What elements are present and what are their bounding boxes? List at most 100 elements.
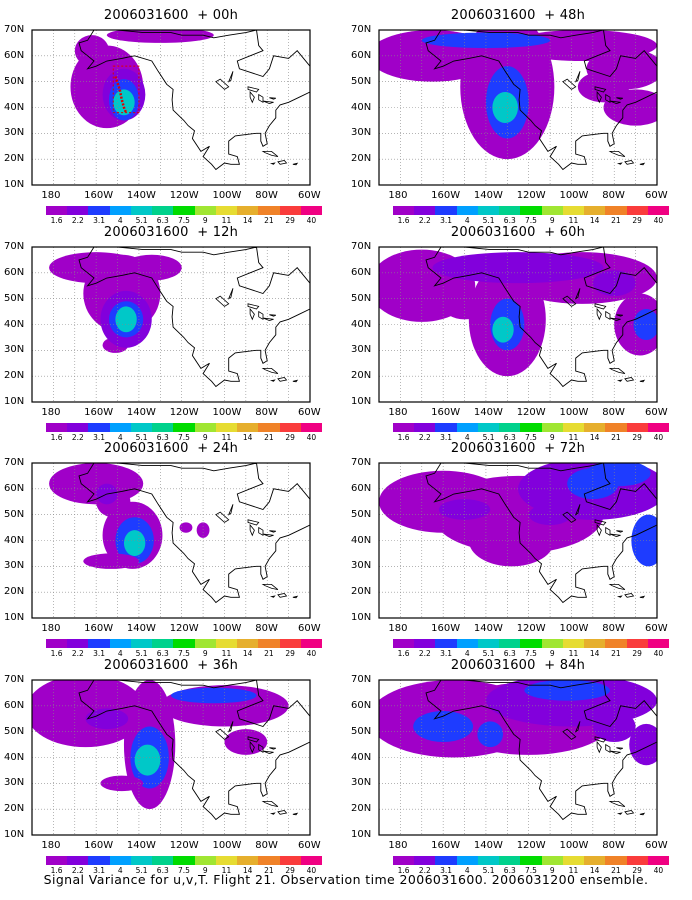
colorbar-label: 3.1	[440, 216, 453, 225]
colorbar-label: 40	[653, 433, 664, 442]
colorbar-swatch	[258, 856, 280, 865]
colorbar-swatch	[194, 856, 216, 865]
coastline	[562, 728, 577, 740]
colorbar-swatch	[194, 423, 216, 432]
coastline	[78, 463, 310, 604]
lat-tick-label: 70N	[351, 457, 372, 468]
lat-tick-label: 20N	[351, 586, 372, 598]
coastline	[608, 151, 626, 157]
lat-tick-label: 40N	[4, 318, 25, 330]
colorbar-swatch	[237, 206, 259, 215]
colorbar-swatch	[46, 206, 68, 215]
coastline	[277, 593, 288, 598]
coastline	[269, 812, 276, 815]
variance-contour	[524, 680, 610, 701]
colorbar-label: 29	[632, 866, 642, 875]
colorbar-swatch	[393, 639, 415, 648]
lat-tick-label: 10N	[351, 612, 372, 623]
lon-tick-label: 100W	[212, 623, 242, 634]
colorbar-swatch	[541, 639, 563, 648]
lon-tick-label: 160W	[84, 190, 114, 201]
colorbar-swatch	[393, 423, 415, 432]
colorbar-label: 3.1	[440, 866, 453, 875]
lon-tick-label: 140W	[126, 190, 156, 201]
colorbar-label: 14	[589, 433, 600, 442]
colorbar-label: 21	[611, 433, 621, 442]
colorbar-label: 4	[464, 649, 470, 658]
colorbar-label: 11	[221, 216, 232, 225]
lat-tick-label: 20N	[351, 370, 372, 382]
colorbar-swatch	[279, 639, 301, 648]
colorbar-label: 4	[464, 866, 470, 875]
colorbar-label: 14	[242, 866, 253, 875]
lat-tick-label: 30N	[4, 777, 25, 789]
coastline	[269, 314, 276, 317]
colorbar-label: 7.5	[178, 433, 190, 442]
coastline	[605, 93, 611, 103]
map-panel: 2006031600 + 84h 70N 60N 50N 40N 30N 20N 10N 180…	[351, 658, 670, 878]
colorbar-swatch	[109, 856, 131, 865]
colorbar-label: 11	[221, 866, 232, 875]
lat-tick-label: 50N	[351, 508, 372, 520]
lat-tick-label: 40N	[4, 534, 25, 546]
colorbar-swatch	[626, 423, 648, 432]
colorbar-swatch	[562, 423, 585, 432]
coastline	[609, 100, 621, 105]
lat-tick-label: 20N	[4, 803, 25, 815]
colorbar-swatch	[152, 206, 174, 215]
coastline	[616, 97, 623, 100]
coastline	[608, 368, 626, 374]
variance-contour	[586, 463, 651, 487]
lon-tick-label: 180	[41, 190, 61, 201]
colorbar-swatch	[414, 423, 436, 432]
lon-tick-label: 140W	[126, 623, 156, 634]
coastline	[425, 680, 657, 821]
lon-tick-label: 160W	[84, 407, 114, 418]
panel-title: 2006031600 + 00h	[103, 8, 239, 23]
colorbar-swatch	[414, 639, 436, 648]
coastline	[562, 511, 577, 523]
colorbar-label: 4	[117, 649, 123, 658]
lon-tick-label: 100W	[212, 407, 242, 418]
colorbar-label: 5.1	[135, 866, 148, 875]
lon-tick-label: 180	[388, 407, 408, 418]
colorbar-swatch	[562, 856, 585, 865]
variance-contour	[413, 711, 474, 742]
coastline	[425, 30, 657, 171]
colorbar-label: 5.1	[135, 433, 148, 442]
lat-tick-label: 50N	[351, 725, 372, 737]
lon-tick-label: 120W	[169, 623, 199, 634]
colorbar-swatch	[435, 639, 457, 648]
lat-tick-label: 20N	[4, 153, 25, 165]
coastline	[261, 584, 279, 590]
colorbar-label: 1.6	[397, 216, 410, 225]
coastline	[624, 377, 635, 382]
colorbar-label: 40	[306, 866, 317, 875]
colorbar-label: 14	[589, 216, 600, 225]
variance-map	[378, 462, 658, 619]
colorbar-swatch	[88, 639, 110, 648]
lon-tick-label: 120W	[169, 190, 199, 201]
variance-contour	[592, 711, 636, 742]
variance-contour	[196, 522, 210, 538]
colorbar-swatch	[541, 856, 563, 865]
lat-tick-label: 60N	[4, 699, 25, 711]
variance-map	[31, 29, 311, 186]
colorbar-swatch	[647, 856, 670, 865]
colorbar-swatch	[647, 423, 670, 432]
lat-tick-label: 40N	[4, 101, 25, 113]
colorbar-swatch	[435, 206, 457, 215]
colorbar-label: 6.3	[156, 433, 169, 442]
coastline	[609, 317, 621, 322]
lon-tick-label: 120W	[169, 407, 199, 418]
coastline	[562, 78, 577, 90]
variance-map	[378, 29, 658, 186]
lat-tick-label: 20N	[4, 586, 25, 598]
coastline	[258, 743, 264, 753]
colorbar-labels: 1.6 2.2 3.1 4 5.1 6.3 7.5 9 11 14 21 29 40	[393, 866, 669, 875]
colorbar-swatch	[435, 423, 457, 432]
variance-map	[31, 679, 311, 836]
lon-tick-label: 80W	[255, 407, 278, 418]
colorbar-label: 21	[264, 649, 274, 658]
colorbar	[393, 206, 670, 215]
